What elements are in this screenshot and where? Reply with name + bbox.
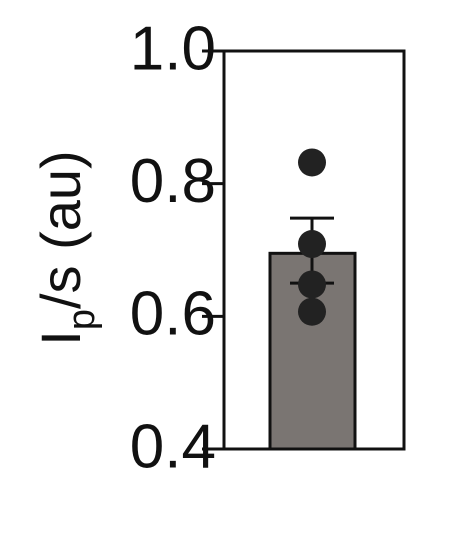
y-axis-label: Ip/s (au): [29, 150, 103, 345]
y-axis-ticks: 0.4 0.6 0.8 1.0: [130, 14, 224, 481]
data-point: [298, 270, 326, 299]
data-point: [298, 297, 326, 326]
data-points: [298, 148, 326, 326]
y-axis-label-main: I: [29, 330, 92, 346]
y-tick-label: 0.6: [130, 280, 216, 349]
y-axis-label-rest: /s (au): [29, 150, 92, 309]
data-point: [298, 148, 326, 177]
y-tick-label: 1.0: [130, 14, 216, 83]
y-tick-label: 0.4: [130, 412, 216, 481]
y-axis-label-subscript: p: [61, 309, 103, 330]
y-tick-label: 0.8: [130, 147, 216, 216]
data-point: [298, 230, 326, 259]
